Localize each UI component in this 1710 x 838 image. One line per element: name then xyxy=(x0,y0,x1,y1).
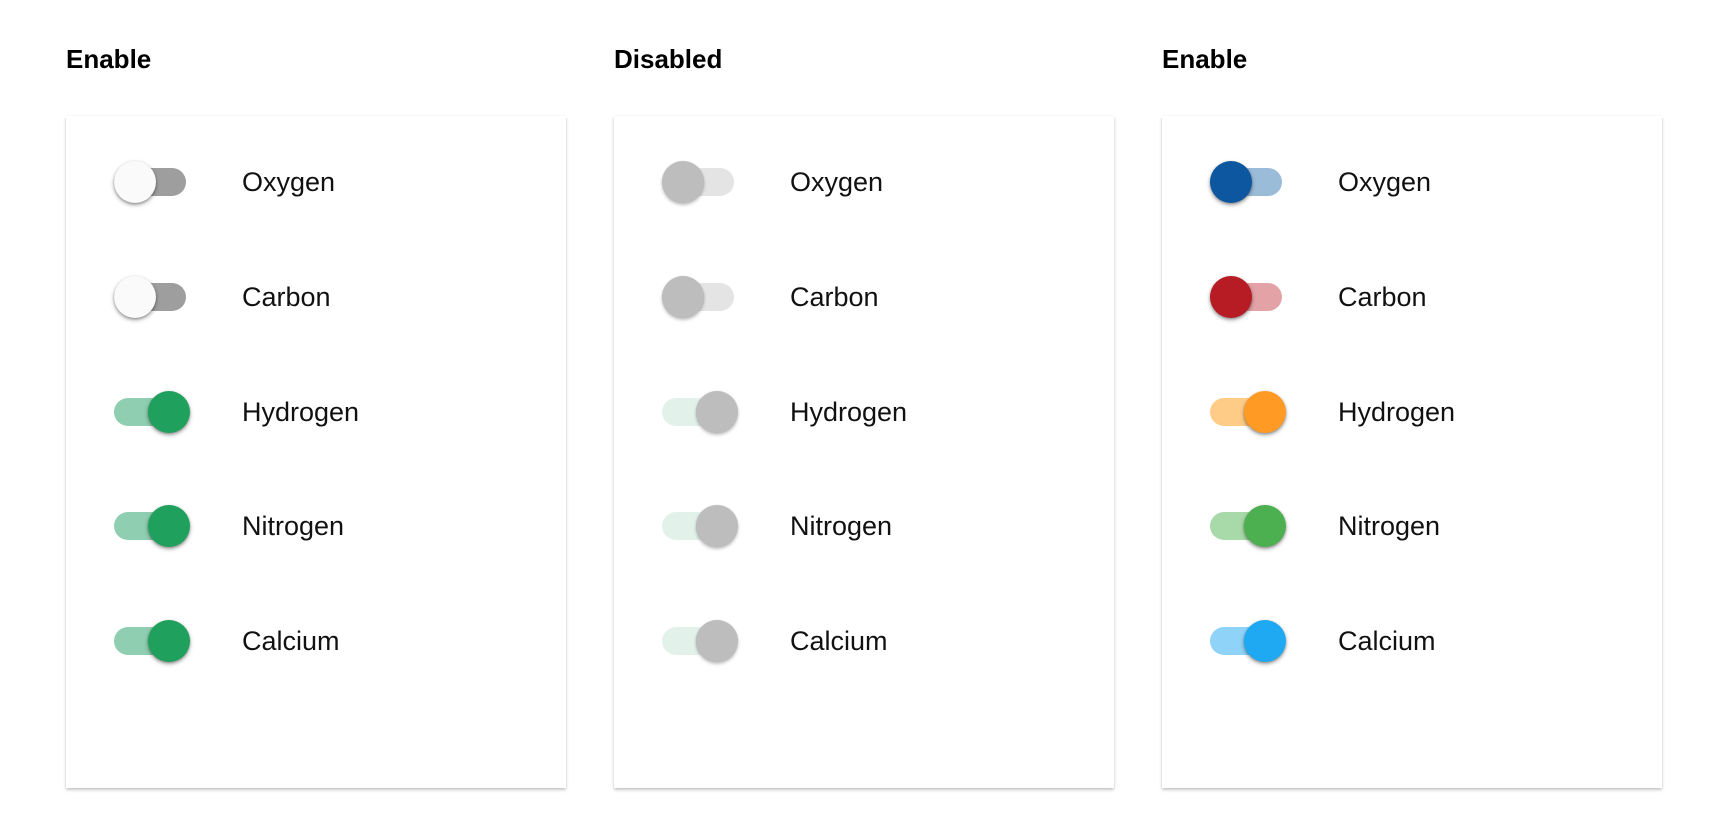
switch-row: Calcium xyxy=(614,611,1114,671)
switch-thumb xyxy=(662,161,704,203)
switch-label: Calcium xyxy=(1338,626,1436,656)
switch-label: Hydrogen xyxy=(790,397,908,427)
switch-row: Calcium xyxy=(1162,611,1662,671)
switch-row: Oxygen xyxy=(66,152,566,212)
switch-row: Oxygen xyxy=(614,152,1114,212)
switch-thumb[interactable] xyxy=(114,276,156,318)
switch-row: Carbon xyxy=(614,267,1114,327)
switch-label: Nitrogen xyxy=(790,511,893,541)
switch-card: Oxygen Carbon Hydrogen Nitrogen Calcium xyxy=(66,116,566,788)
switch-thumb[interactable] xyxy=(114,161,156,203)
switch-label: Carbon xyxy=(790,282,879,312)
switch-label: Hydrogen xyxy=(242,397,360,427)
column-title: Enable xyxy=(66,44,152,74)
switch-label: Oxygen xyxy=(1338,167,1432,197)
switch-thumb xyxy=(696,620,738,662)
toggle-switch[interactable] xyxy=(1210,382,1286,442)
toggle-switch xyxy=(662,611,738,671)
switch-label: Calcium xyxy=(790,626,888,656)
switch-card: Oxygen Carbon Hydrogen Nitrogen Calcium xyxy=(1162,116,1662,788)
switch-row: Carbon xyxy=(66,267,566,327)
switch-thumb[interactable] xyxy=(148,505,190,547)
toggle-switch xyxy=(662,267,738,327)
switch-row: Oxygen xyxy=(1162,152,1662,212)
switch-thumb xyxy=(662,276,704,318)
switch-label: Oxygen xyxy=(790,167,884,197)
switch-label: Carbon xyxy=(1338,282,1427,312)
switch-label: Hydrogen xyxy=(1338,397,1456,427)
switch-thumb[interactable] xyxy=(1244,391,1286,433)
switch-row: Calcium xyxy=(66,611,566,671)
switch-label: Carbon xyxy=(242,282,331,312)
column-title: Disabled xyxy=(614,44,723,74)
toggle-switch[interactable] xyxy=(1210,611,1286,671)
toggle-switch xyxy=(662,382,738,442)
switch-thumb[interactable] xyxy=(1244,505,1286,547)
switch-card: Oxygen Carbon Hydrogen Nitrogen Calcium xyxy=(614,116,1114,788)
switch-row: Nitrogen xyxy=(1162,496,1662,556)
switch-row: Hydrogen xyxy=(614,382,1114,442)
switch-label: Nitrogen xyxy=(242,511,345,541)
switch-thumb xyxy=(696,505,738,547)
switch-label: Calcium xyxy=(242,626,340,656)
switch-row: Carbon xyxy=(1162,267,1662,327)
switch-label: Nitrogen xyxy=(1338,511,1441,541)
toggle-switch[interactable] xyxy=(114,382,190,442)
toggle-switch xyxy=(662,152,738,212)
toggle-switch[interactable] xyxy=(114,611,190,671)
switch-thumb[interactable] xyxy=(1244,620,1286,662)
toggle-switch[interactable] xyxy=(114,267,190,327)
switch-thumb xyxy=(696,391,738,433)
switch-thumb[interactable] xyxy=(1210,161,1252,203)
switch-label: Oxygen xyxy=(242,167,336,197)
switch-row: Nitrogen xyxy=(66,496,566,556)
toggle-switch[interactable] xyxy=(1210,267,1286,327)
toggle-switch xyxy=(662,496,738,556)
switch-row: Hydrogen xyxy=(1162,382,1662,442)
toggle-switch[interactable] xyxy=(114,496,190,556)
switch-row: Hydrogen xyxy=(66,382,566,442)
column-title: Enable xyxy=(1162,44,1248,74)
switch-thumb[interactable] xyxy=(148,620,190,662)
switch-thumb[interactable] xyxy=(148,391,190,433)
toggle-switch[interactable] xyxy=(1210,496,1286,556)
toggle-switch[interactable] xyxy=(114,152,190,212)
toggle-switch[interactable] xyxy=(1210,152,1286,212)
switch-row: Nitrogen xyxy=(614,496,1114,556)
switch-thumb[interactable] xyxy=(1210,276,1252,318)
